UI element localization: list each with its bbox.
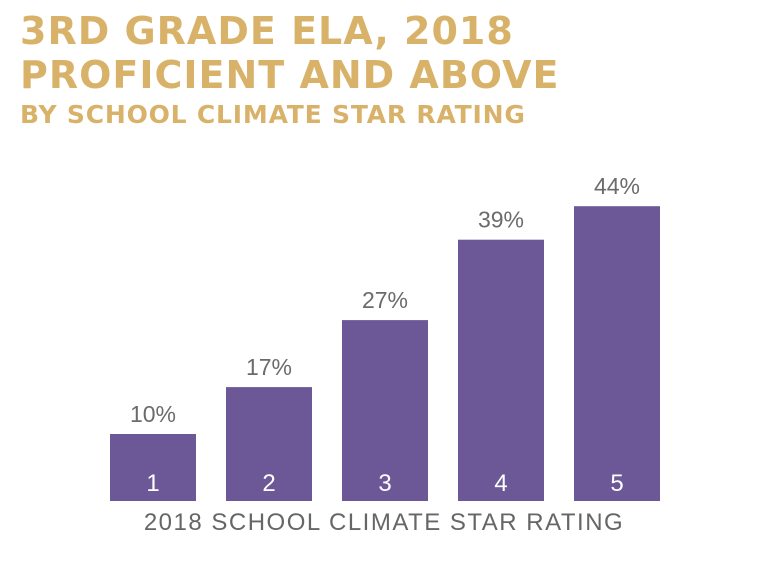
category-label-4: 4 [494,470,507,497]
category-label-3: 3 [378,470,391,497]
x-axis-label: 2018 SCHOOL CLIMATE STAR RATING [143,509,625,536]
bar-2 [226,387,312,501]
value-label-2: 17% [246,354,292,380]
category-label-5: 5 [610,470,623,497]
value-label-3: 27% [362,287,408,313]
value-label-4: 39% [478,207,524,233]
title-line-3: BY SCHOOL CLIMATE STAR RATING [20,100,526,129]
value-label-5: 44% [594,173,640,199]
category-label-1: 1 [146,470,159,497]
title-line-2: PROFICIENT AND ABOVE [20,53,560,97]
bar-1 [110,434,196,501]
bar-3 [342,320,428,501]
bar-4 [458,239,544,501]
category-label-2: 2 [262,470,275,497]
chart-title: 3RD GRADE ELA, 2018 PROFICIENT AND ABOVE… [20,12,559,127]
value-label-1: 10% [130,401,176,427]
bar-5 [574,206,660,501]
title-line-1: 3RD GRADE ELA, 2018 [20,9,514,53]
